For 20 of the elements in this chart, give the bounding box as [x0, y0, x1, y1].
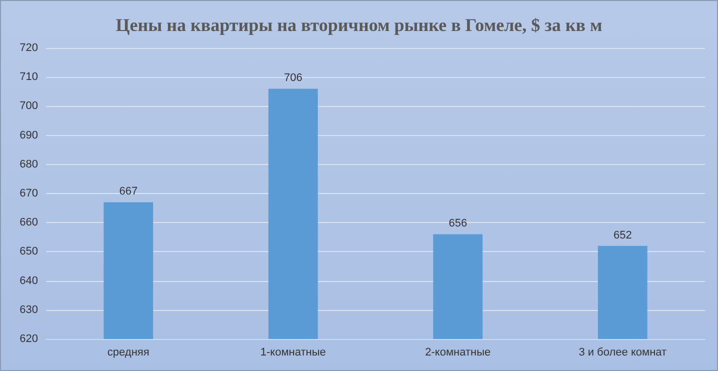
x-tick-label: средняя [107, 346, 150, 358]
y-tick-label: 650 [20, 246, 38, 258]
y-tick-label: 670 [20, 188, 38, 200]
x-tick-label: 3 и более комнат [578, 346, 667, 358]
x-tick-label: 2-комнатные [425, 346, 491, 358]
y-tick-label: 680 [20, 158, 38, 170]
data-label: 667 [119, 186, 138, 198]
data-label: 706 [284, 72, 302, 84]
y-tick-label: 720 [20, 42, 38, 54]
y-tick-label: 690 [20, 129, 38, 142]
y-tick-label: 700 [20, 100, 38, 112]
data-label: 656 [448, 218, 468, 230]
data-label: 652 [613, 229, 632, 242]
y-tick-label: 640 [20, 274, 38, 287]
y-tick-label: 660 [20, 216, 38, 229]
y-tick-label: 620 [20, 333, 38, 345]
chart-title: Цены на квартиры на вторичном рынке в Гомеле, $ за кв м [116, 15, 602, 35]
y-tick-label: 630 [20, 304, 38, 316]
x-tick-label: 1-комнатные [260, 346, 326, 358]
y-tick-label: 710 [20, 71, 38, 84]
